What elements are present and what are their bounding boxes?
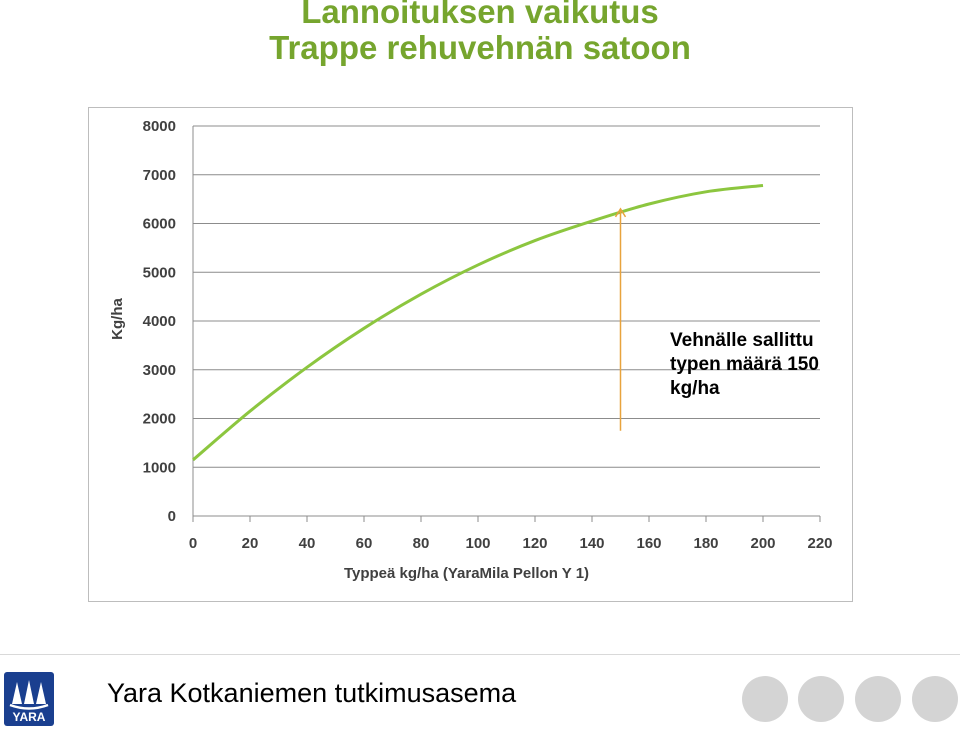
- x-tick-label: 180: [693, 535, 718, 552]
- x-tick-label: 100: [465, 535, 490, 552]
- footer-text: Yara Kotkaniemen tutkimusasema: [107, 678, 517, 708]
- y-tick-label: 2000: [143, 411, 176, 428]
- slide-title: Lannoituksen vaikutus Trappe rehuvehnän …: [0, 0, 960, 66]
- series-line: [192, 183, 764, 462]
- title-line-2: Trappe rehuvehnän satoon: [269, 29, 691, 66]
- x-tick-label: 40: [299, 535, 316, 552]
- decorative-dot: [855, 676, 901, 722]
- decorative-dot: [742, 676, 788, 722]
- annotation-text: Vehnälle sallittu: [670, 330, 814, 351]
- yara-logo-icon: YARA: [4, 672, 54, 726]
- yield-chart: 0 1000 2000 3000 4000 5000 6000 7000 8000 0 20 40 60…: [109, 118, 833, 582]
- y-tick-label: 1000: [143, 459, 176, 476]
- chart-frame: 0 1000 2000 3000 4000 5000 6000 7000 8000 0 20 40 60…: [88, 107, 853, 602]
- decorative-dot: [912, 676, 958, 722]
- title-line-1: Lannoituksen vaikutus: [301, 0, 659, 30]
- x-tick-label: 0: [189, 535, 197, 552]
- y-axis-label: Kg/ha: [109, 298, 126, 340]
- x-tick-label: 20: [242, 535, 259, 552]
- decorative-dot: [798, 676, 844, 722]
- x-tick-label: 220: [807, 535, 832, 552]
- annotation-text: typen määrä 150: [670, 354, 819, 375]
- x-tick-label: 80: [413, 535, 430, 552]
- y-tick-label: 4000: [143, 313, 176, 330]
- footer-divider: [0, 654, 960, 655]
- annotation-arrowhead: [614, 207, 627, 218]
- x-axis-label: Typpeä kg/ha (YaraMila Pellon Y 1): [344, 565, 589, 582]
- x-tick-label: 200: [750, 535, 775, 552]
- y-tick-label: 5000: [143, 264, 176, 281]
- y-tick-label: 6000: [143, 216, 176, 233]
- x-tick-label: 120: [522, 535, 547, 552]
- logo-text: YARA: [13, 710, 46, 724]
- x-tick-label: 140: [579, 535, 604, 552]
- y-tick-label: 3000: [143, 362, 176, 379]
- annotation-text: kg/ha: [670, 378, 720, 399]
- x-tick-label: 60: [356, 535, 373, 552]
- x-tick-label: 160: [636, 535, 661, 552]
- y-tick-label: 8000: [143, 118, 176, 135]
- y-tick-label: 0: [168, 508, 176, 525]
- y-tick-label: 7000: [143, 167, 176, 184]
